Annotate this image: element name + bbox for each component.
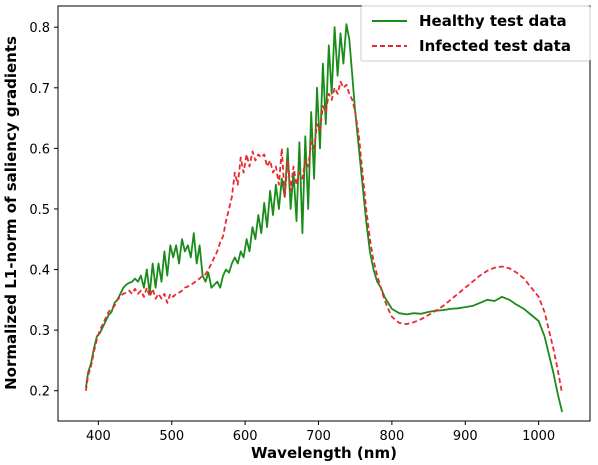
- y-tick-label: 0.6: [29, 142, 50, 157]
- y-tick-label: 0.2: [29, 385, 50, 400]
- healthy-series-line: [85, 23, 563, 413]
- x-tick-label: 800: [379, 429, 404, 444]
- y-axis-label: Normalized L1-norm of saliency gradients: [2, 36, 20, 390]
- x-tick-label: 900: [453, 429, 478, 444]
- x-tick-label: 1000: [522, 429, 555, 444]
- series-lines: [85, 23, 563, 413]
- x-tick-label: 500: [159, 429, 184, 444]
- y-tick-label: 0.7: [29, 82, 50, 97]
- legend-label-healthy: Healthy test data: [419, 12, 567, 30]
- infected-series-line: [85, 80, 563, 394]
- y-tick-label: 0.5: [29, 203, 50, 218]
- x-axis-label: Wavelength (nm): [251, 444, 397, 462]
- y-tick-label: 0.4: [29, 264, 50, 279]
- legend: Healthy test data Infected test data: [360, 5, 591, 62]
- y-tick-label: 0.3: [29, 324, 50, 339]
- legend-box: [360, 5, 591, 62]
- axis-ticks: 400 500 600 700 800 900 1000 0.2 0.3 0.4 0.5 0.6 0.7…: [29, 21, 555, 444]
- legend-label-infected: Infected test data: [419, 37, 571, 55]
- x-tick-label: 600: [233, 429, 258, 444]
- x-tick-label: 700: [306, 429, 331, 444]
- x-tick-label: 400: [86, 429, 111, 444]
- y-tick-label: 0.8: [29, 21, 50, 36]
